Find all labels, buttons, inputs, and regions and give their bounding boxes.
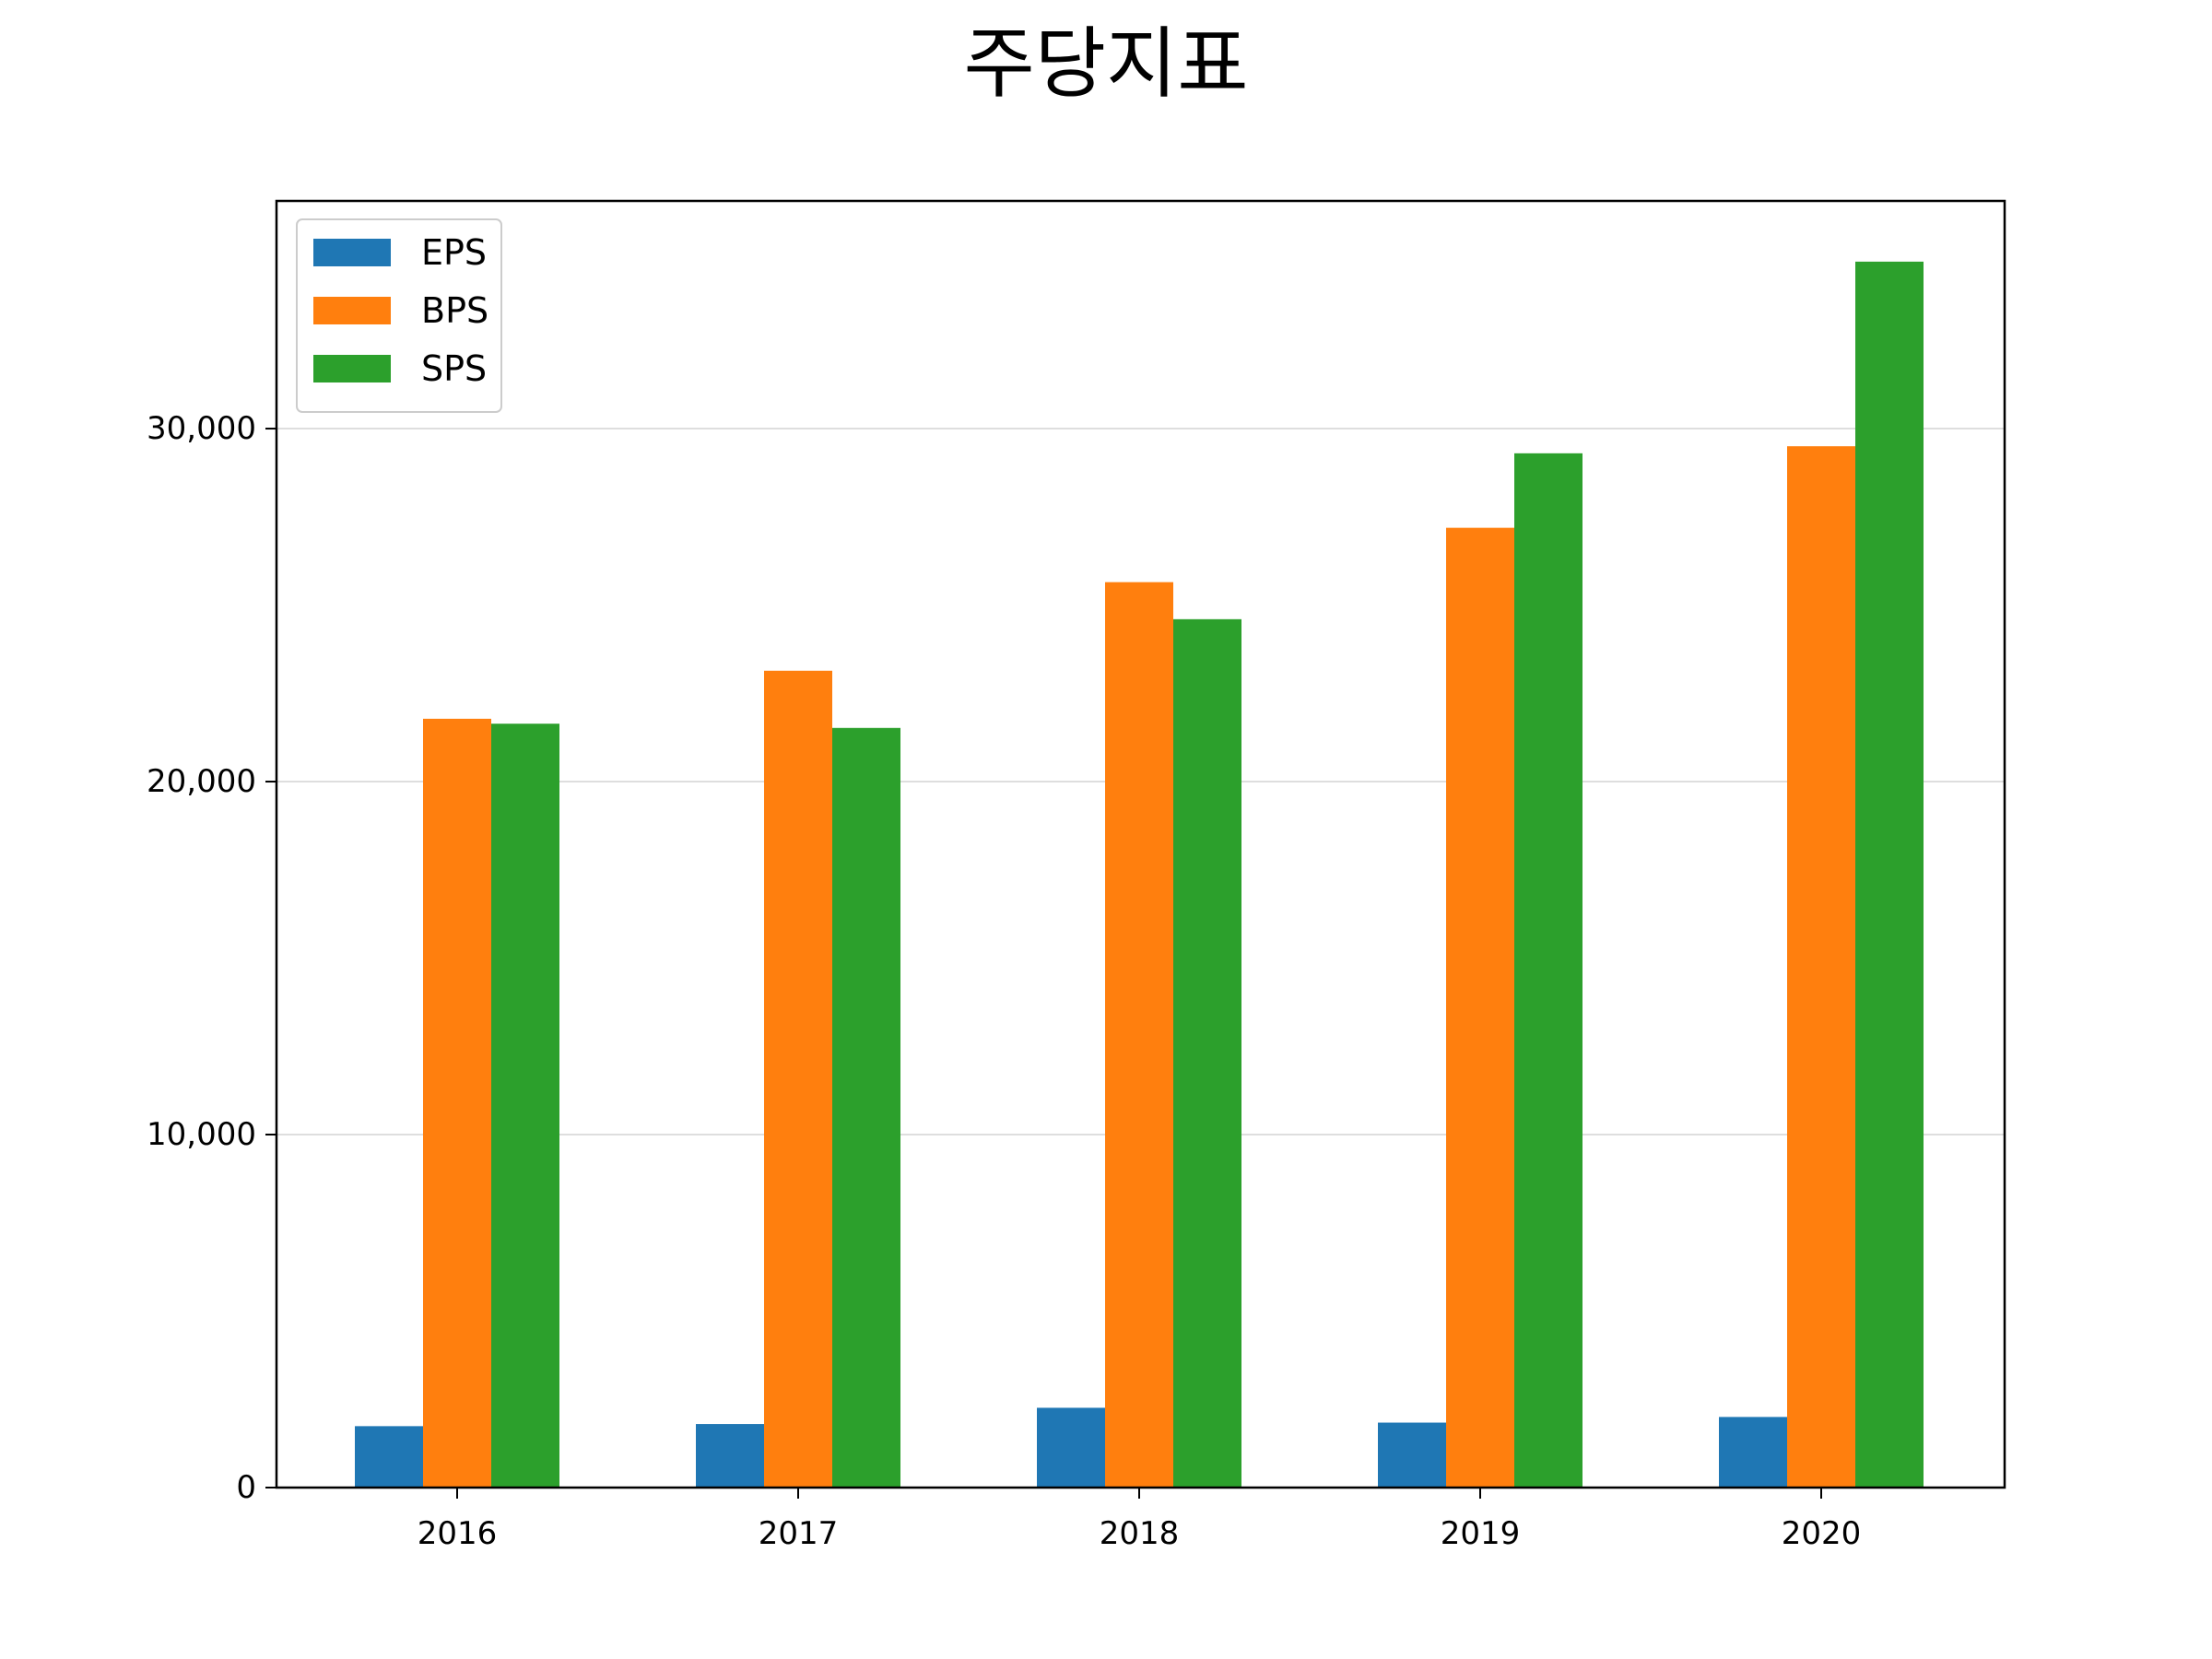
legend-label-eps: EPS (421, 232, 487, 273)
legend-label-bps: BPS (421, 290, 488, 331)
axes: 0 10,000 20,000 30,000 2016 2017 2018 2019 2020 (147, 410, 1861, 1552)
chart-title: 주당지표 (963, 18, 1249, 109)
x-tick-label: 2017 (759, 1515, 839, 1552)
legend-swatch-eps (313, 239, 391, 266)
y-tick-label: 30,000 (147, 410, 256, 447)
bar-sps-2019 (1514, 453, 1583, 1488)
bar-eps-2018 (1037, 1407, 1105, 1488)
bar-bps-2017 (764, 670, 832, 1488)
y-tick-label: 10,000 (147, 1116, 256, 1153)
bar-bps-2018 (1105, 582, 1173, 1488)
bar-bps-2019 (1446, 527, 1514, 1488)
x-tick-label: 2020 (1782, 1515, 1862, 1552)
bar-eps-2017 (696, 1424, 764, 1488)
bar-sps-2016 (491, 724, 559, 1488)
bar-bps-2020 (1787, 446, 1855, 1488)
plot-frame (275, 199, 2006, 1489)
y-tick-label: 0 (236, 1469, 256, 1506)
legend-swatch-sps (313, 355, 391, 382)
x-tick-label: 2018 (1100, 1515, 1180, 1552)
bar-eps-2020 (1719, 1417, 1787, 1488)
bar-sps-2018 (1173, 618, 1241, 1488)
legend: EPS BPS SPS (296, 218, 502, 413)
x-tick-label: 2016 (418, 1515, 498, 1552)
bar-bps-2016 (423, 718, 491, 1488)
bar-eps-2019 (1378, 1422, 1446, 1488)
bar-sps-2017 (832, 727, 900, 1488)
x-tick-label: 2019 (1441, 1515, 1521, 1552)
bar-sps-2020 (1855, 261, 1924, 1488)
bars (355, 261, 1924, 1488)
legend-label-sps: SPS (421, 348, 487, 389)
legend-swatch-bps (313, 297, 391, 324)
y-tick-label: 20,000 (147, 763, 256, 800)
bar-eps-2016 (355, 1426, 423, 1488)
